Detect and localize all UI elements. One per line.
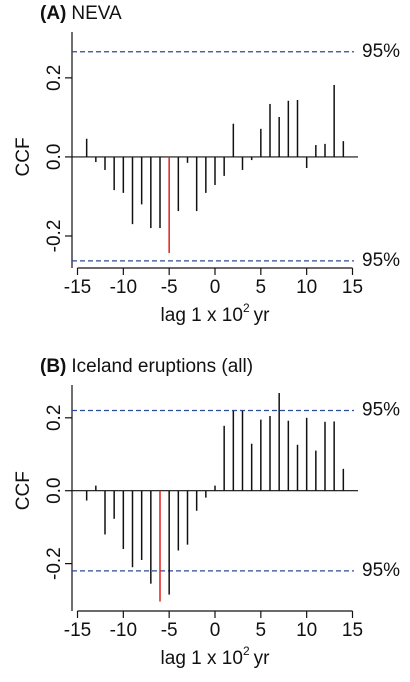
x-tick-label: -15 bbox=[64, 277, 91, 298]
x-axis-label: lag 1 x 102 yr bbox=[161, 301, 271, 326]
panel-title: (B) Iceland eruptions (all) bbox=[40, 356, 253, 377]
x-label-text: lag 1 x 10 bbox=[161, 648, 243, 669]
x-axis-label: lag 1 x 102 yr bbox=[161, 644, 271, 669]
ci-label: 95% bbox=[362, 400, 400, 421]
panel-title: (A) NEVA bbox=[40, 3, 122, 24]
x-tick-label: -5 bbox=[161, 277, 178, 298]
y-tick-label: 0.2 bbox=[44, 65, 65, 91]
x-tick-label: -15 bbox=[64, 620, 91, 641]
x-tick-label: -5 bbox=[161, 620, 178, 641]
ci-label: 95% bbox=[362, 250, 400, 271]
y-tick-label: 0.0 bbox=[44, 477, 65, 503]
x-tick-label: 10 bbox=[296, 277, 317, 298]
x-tick-label: 5 bbox=[256, 277, 267, 298]
panel-title-text: Iceland eruptions (all) bbox=[71, 356, 253, 377]
x-label-sup: 2 bbox=[243, 644, 250, 658]
y-axis-label: CCF bbox=[13, 471, 34, 510]
ci-label: 95% bbox=[362, 41, 400, 62]
x-tick-label: -10 bbox=[110, 620, 137, 641]
y-tick-label: -0.2 bbox=[44, 547, 65, 580]
x-tick-label: 15 bbox=[342, 277, 363, 298]
x-tick-label: 5 bbox=[256, 620, 267, 641]
panel-label: (A) bbox=[40, 3, 66, 24]
y-axis-label: CCF bbox=[13, 137, 34, 176]
x-tick-label: 0 bbox=[210, 620, 221, 641]
x-label-text: lag 1 x 10 bbox=[161, 305, 243, 326]
x-tick-label: 0 bbox=[210, 277, 221, 298]
x-label-unit: yr bbox=[254, 305, 271, 326]
y-tick-label: 0.0 bbox=[44, 144, 65, 170]
panel-title-text: NEVA bbox=[71, 3, 122, 24]
x-label-sup: 2 bbox=[243, 301, 250, 315]
ci-label: 95% bbox=[362, 560, 400, 581]
x-tick-label: 10 bbox=[296, 620, 317, 641]
x-tick-label: 15 bbox=[342, 620, 363, 641]
x-label-unit: yr bbox=[254, 648, 271, 669]
panel-label: (B) bbox=[40, 356, 66, 377]
y-tick-label: -0.2 bbox=[44, 220, 65, 253]
y-tick-label: 0.2 bbox=[44, 405, 65, 431]
x-tick-label: -10 bbox=[110, 277, 137, 298]
